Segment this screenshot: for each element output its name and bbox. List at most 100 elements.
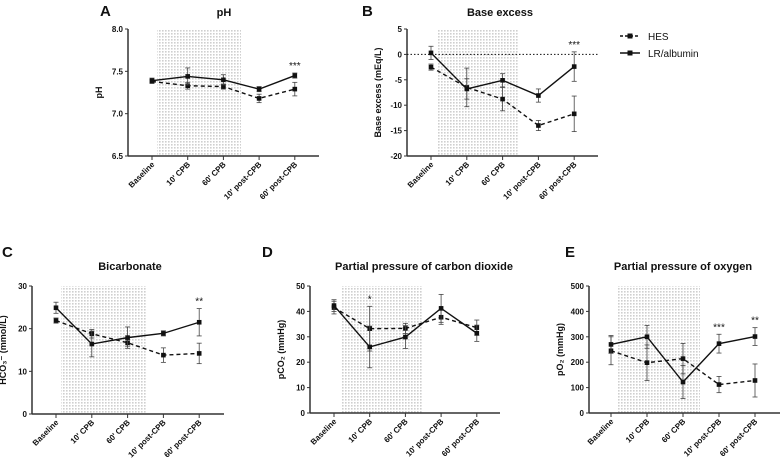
data-point [644,360,650,366]
x-tick-label: 60' post-CPB [258,160,299,201]
series-hes [149,79,298,104]
x-tick-label: 10' CPB [69,418,97,446]
data-point [500,96,505,102]
y-tick-label: -20 [390,152,402,161]
data-point [571,111,577,117]
data-point [752,334,758,339]
x-tick-label: 60' CPB [200,160,228,188]
data-point [680,379,686,385]
series-lr-albumin [428,45,577,103]
data-point [367,344,372,350]
data-point [680,356,686,361]
y-tick-label: 6.5 [112,152,124,161]
data-point [464,86,470,92]
x-tick-label: 60' post-CPB [718,417,759,458]
y-tick-label: 100 [571,384,585,393]
x-tick-label: 60' CPB [382,417,410,445]
x-tick-label: 60' CPB [660,417,688,445]
data-point [403,334,408,340]
significance-marker: * [368,294,372,305]
y-tick-label: 0 [301,409,306,418]
chart-title: Base excess [467,7,533,19]
data-point [221,77,226,83]
shaded-cpb-region [341,286,423,413]
data-point [161,331,166,336]
data-point [428,50,434,56]
shaded-cpb-region [437,29,519,156]
data-point [256,86,262,92]
data-point [571,64,577,69]
data-point [438,306,444,311]
y-tick-label: 20 [18,325,27,334]
shaded-cpb-region [617,286,700,413]
y-axis-label: HCO₃⁻ (mmol/L) [0,315,8,384]
y-tick-label: 10 [296,384,305,393]
series-lr-albumin [331,293,480,369]
y-tick-label: -5 [395,76,403,85]
y-tick-label: 10 [18,367,27,376]
legend-hes-label: HES [648,32,669,43]
data-point [185,83,190,89]
panel-label: D [262,244,273,261]
x-tick-label: 60' CPB [479,160,507,188]
x-tick-label: 60' CPB [104,418,132,446]
y-axis-label: pCO₂ (mmHg) [276,320,286,380]
data-point [536,93,541,98]
panel-label: A [100,3,111,20]
x-tick-label: Baseline [406,160,436,190]
x-tick-label: 10' CPB [347,417,375,445]
data-point [196,319,202,325]
significance-marker: *** [289,61,301,72]
data-point [161,352,166,358]
chart-title: Partial pressure of oxygen [614,261,752,273]
data-point [331,303,337,308]
x-tick-label: Baseline [31,418,61,448]
data-point [256,96,262,101]
data-point [53,318,59,323]
panel-b: B Base excess -20 -15 -10 -5 0 5 Base excess (mE… [362,3,598,201]
y-tick-label: 7.0 [112,110,124,119]
series-lr-albumin [608,324,758,399]
panel-label: C [2,244,13,261]
data-point [292,73,298,78]
y-tick-label: 0 [23,410,28,419]
y-axis-label: pH [94,87,104,99]
panel-label: E [565,244,575,261]
y-tick-label: 300 [571,333,585,342]
y-tick-label: 30 [296,333,305,342]
legend-lr-marker [627,50,633,56]
x-tick-label: 10' CPB [624,417,652,445]
data-point [125,335,130,340]
series-lr-albumin [149,67,298,93]
y-tick-label: -10 [390,101,402,110]
legend-hes-marker [627,33,633,39]
data-point [474,330,480,336]
panel-c: C Bicarbonate 0 10 20 30 HCO₃⁻ (mmol/L) Baselin… [0,244,224,459]
y-axis-label: pO₂ (mmHg) [555,323,565,376]
significance-marker: *** [713,322,725,333]
y-tick-label: 7.5 [112,67,124,76]
significance-marker: ** [195,297,203,308]
data-point [53,305,59,311]
x-tick-label: 10' CPB [165,160,193,188]
x-tick-label: 60' post-CPB [440,417,481,458]
x-tick-label: Baseline [127,160,157,190]
data-point [608,342,614,347]
series-lr-albumin [53,301,202,358]
y-tick-label: 400 [571,307,585,316]
shaded-cpb-region [157,29,241,156]
y-tick-label: 20 [296,358,305,367]
x-tick-label: 60' post-CPB [162,418,203,459]
y-tick-label: 50 [296,282,305,291]
y-tick-label: 8.0 [112,25,124,34]
y-tick-label: 5 [398,25,403,34]
data-point [428,64,434,70]
y-tick-label: 500 [571,282,585,291]
y-tick-label: 40 [296,307,305,316]
legend-lr-label: LR/albumin [648,49,699,60]
data-point [185,74,190,79]
y-tick-label: 0 [580,409,585,418]
y-tick-label: 200 [571,358,585,367]
x-tick-label: 60' post-CPB [537,160,578,201]
panel-d: D Partial pressure of carbon dioxide 0 10 20… [262,244,513,458]
